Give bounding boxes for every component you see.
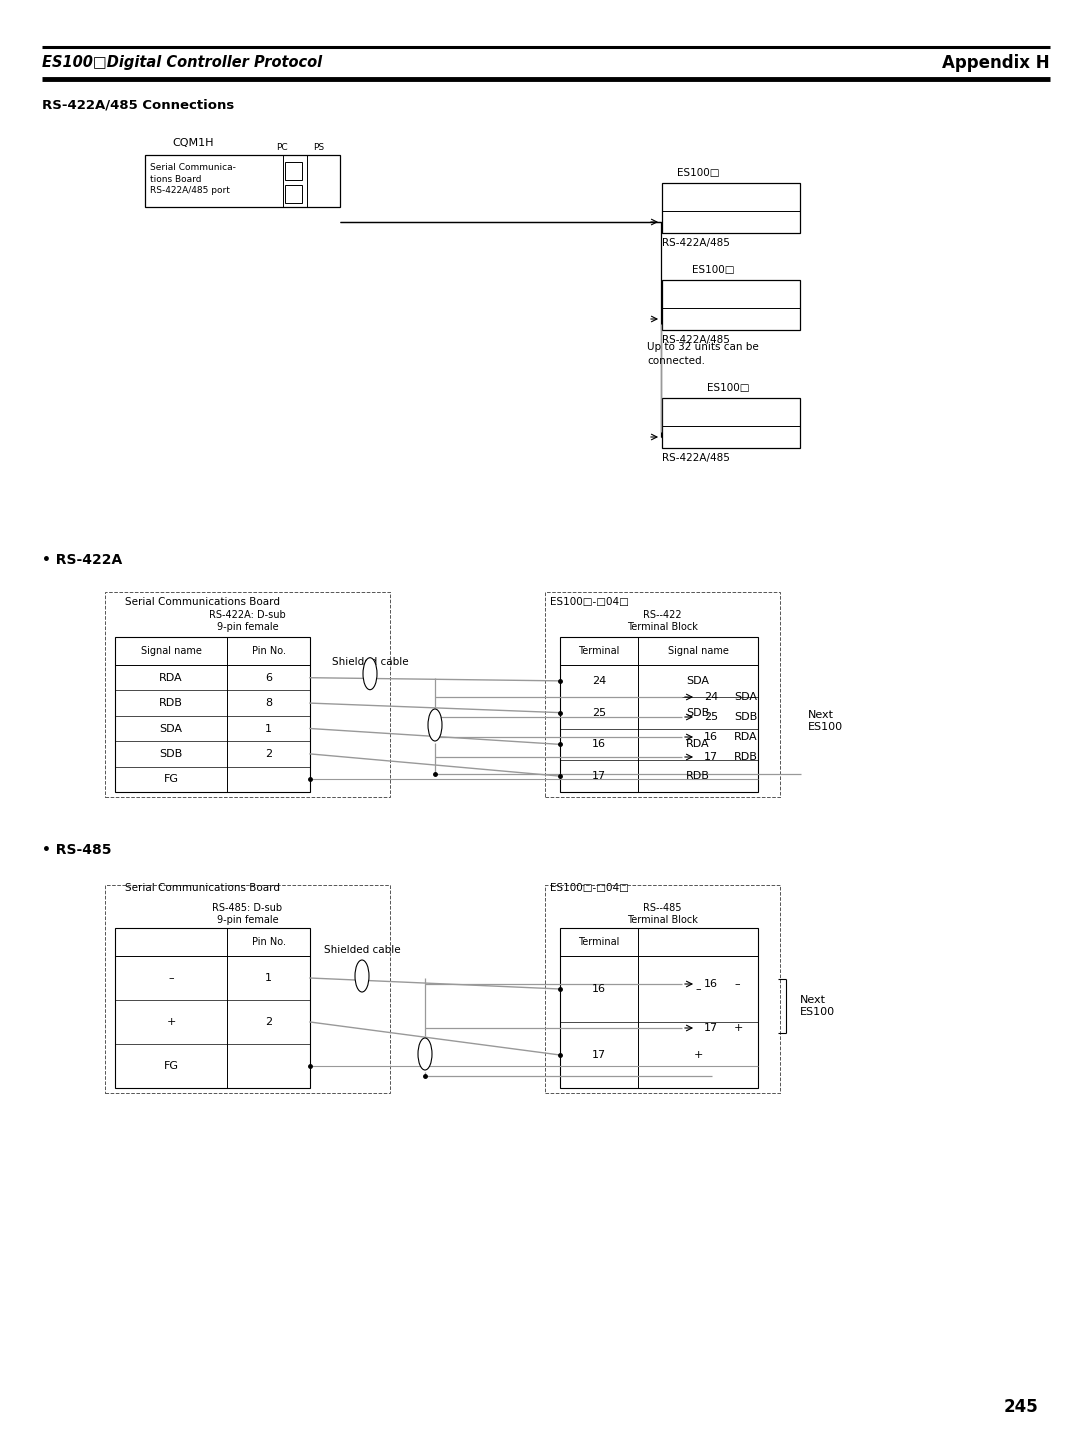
Text: Up to 32 units can be
connected.: Up to 32 units can be connected. [647, 343, 759, 366]
Text: ES100□: ES100□ [707, 383, 750, 393]
Text: ES100□: ES100□ [677, 168, 719, 178]
Text: SDB: SDB [687, 707, 710, 718]
Text: Shielded cable: Shielded cable [332, 657, 408, 667]
Ellipse shape [363, 657, 377, 690]
Text: 245: 245 [1003, 1398, 1038, 1416]
Text: RS-422A: D-sub
9-pin female: RS-422A: D-sub 9-pin female [210, 610, 286, 633]
Text: 16: 16 [592, 739, 606, 749]
Text: Pin No.: Pin No. [252, 646, 285, 656]
Bar [285, 162, 302, 179]
Bar [545, 593, 780, 796]
Bar [285, 185, 302, 202]
Text: PS: PS [313, 144, 325, 152]
Bar [114, 637, 310, 792]
Text: +: + [734, 1023, 743, 1033]
Text: PC: PC [276, 144, 287, 152]
Text: 2: 2 [265, 749, 272, 759]
Ellipse shape [428, 709, 442, 740]
Text: SDA: SDA [734, 692, 757, 702]
Text: 16: 16 [704, 979, 718, 989]
Text: Serial Communications Board: Serial Communications Board [125, 883, 280, 893]
Text: SDB: SDB [734, 712, 757, 722]
Text: 1: 1 [265, 723, 272, 733]
Bar [662, 184, 800, 232]
Text: –: – [696, 984, 701, 994]
Text: RDA: RDA [734, 732, 758, 742]
Bar [145, 155, 340, 207]
Bar [105, 885, 390, 1093]
Text: RDB: RDB [159, 697, 183, 707]
Text: +: + [693, 1050, 703, 1060]
Text: ES100□-□04□: ES100□-□04□ [550, 883, 629, 893]
Text: RS-422A/485: RS-422A/485 [662, 334, 730, 344]
Text: Signal name: Signal name [140, 646, 202, 656]
Text: 1: 1 [265, 973, 272, 983]
Text: 25: 25 [592, 707, 606, 718]
Text: Shielded cable: Shielded cable [324, 946, 401, 956]
Text: Serial Communications Board: Serial Communications Board [125, 597, 280, 607]
Text: Appendix H: Appendix H [943, 55, 1050, 72]
Text: RDA: RDA [159, 673, 183, 683]
Text: 17: 17 [704, 752, 718, 762]
Text: Terminal: Terminal [578, 937, 620, 947]
Text: –: – [734, 979, 740, 989]
Text: 6: 6 [265, 673, 272, 683]
Text: ES100□-□04□: ES100□-□04□ [550, 597, 629, 607]
Text: 24: 24 [592, 676, 606, 686]
Bar [662, 397, 800, 448]
Text: 2: 2 [265, 1017, 272, 1027]
Text: ES100□: ES100□ [692, 265, 734, 276]
Text: Pin No.: Pin No. [252, 937, 285, 947]
Ellipse shape [418, 1038, 432, 1071]
Text: +: + [166, 1017, 176, 1027]
Text: 17: 17 [592, 771, 606, 781]
Text: Next
ES100: Next ES100 [800, 996, 835, 1017]
Ellipse shape [355, 960, 369, 992]
Text: ES100□Digital Controller Protocol: ES100□Digital Controller Protocol [42, 56, 322, 70]
Text: Next
ES100: Next ES100 [808, 710, 843, 732]
Bar [545, 885, 780, 1093]
Text: SDA: SDA [687, 676, 710, 686]
Text: SDA: SDA [160, 723, 183, 733]
Text: RS-422A/485: RS-422A/485 [662, 453, 730, 464]
Text: 16: 16 [592, 984, 606, 994]
Text: 16: 16 [704, 732, 718, 742]
Text: RS-485: D-sub
9-pin female: RS-485: D-sub 9-pin female [213, 903, 283, 926]
Bar [561, 637, 758, 792]
Text: –: – [168, 973, 174, 983]
Text: 8: 8 [265, 697, 272, 707]
Text: RS--422
Terminal Block: RS--422 Terminal Block [627, 610, 698, 633]
Text: FG: FG [163, 775, 178, 785]
Text: Signal name: Signal name [667, 646, 728, 656]
Text: RS--485
Terminal Block: RS--485 Terminal Block [627, 903, 698, 926]
Text: Terminal: Terminal [578, 646, 620, 656]
Bar [561, 928, 758, 1088]
Text: 25: 25 [704, 712, 718, 722]
Text: Serial Communica-
tions Board
RS-422A/485 port: Serial Communica- tions Board RS-422A/48… [150, 164, 235, 195]
Bar [105, 593, 390, 796]
Text: FG: FG [163, 1060, 178, 1071]
Text: RDB: RDB [686, 771, 710, 781]
Bar [114, 928, 310, 1088]
Text: RS-422A/485: RS-422A/485 [662, 238, 730, 248]
Text: RDB: RDB [734, 752, 758, 762]
Text: 17: 17 [704, 1023, 718, 1033]
Text: • RS-422A: • RS-422A [42, 552, 122, 567]
Text: RDA: RDA [686, 739, 710, 749]
Text: CQM1H: CQM1H [172, 138, 214, 148]
Text: • RS-485: • RS-485 [42, 842, 111, 857]
Text: SDB: SDB [160, 749, 183, 759]
Text: 24: 24 [704, 692, 718, 702]
Bar [662, 280, 800, 330]
Text: RS-422A/485 Connections: RS-422A/485 Connections [42, 99, 234, 112]
Text: 17: 17 [592, 1050, 606, 1060]
